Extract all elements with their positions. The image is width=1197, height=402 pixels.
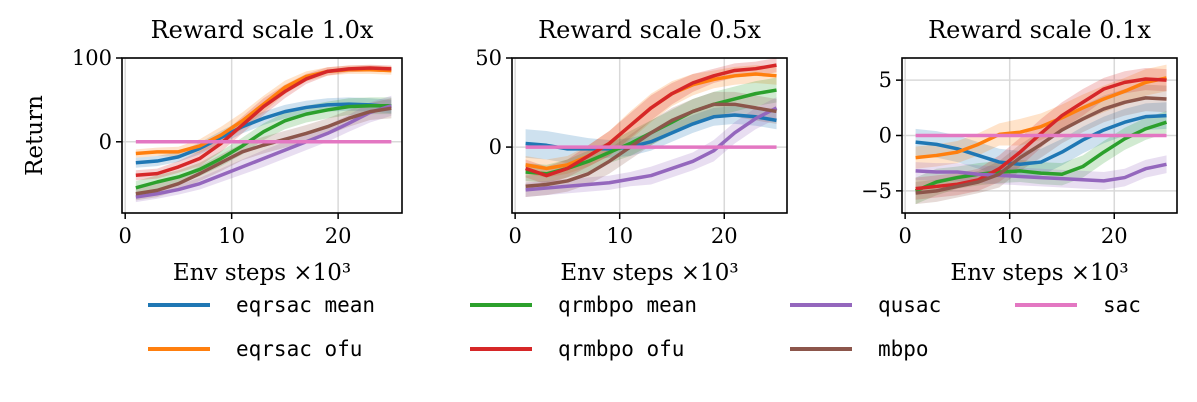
legend-item-eqrsac_ofu: eqrsac ofu bbox=[148, 337, 362, 361]
axes-frame bbox=[121, 57, 403, 214]
series-line-qusac bbox=[525, 106, 778, 192]
series-line-qusac bbox=[915, 162, 1167, 183]
legend-item-sac: sac bbox=[1015, 293, 1141, 317]
band-eqrsac_mean bbox=[915, 102, 1167, 178]
legend-label: qrmbpo mean bbox=[558, 293, 697, 317]
axes-frame bbox=[511, 57, 788, 214]
series-line-mbpo bbox=[915, 96, 1167, 195]
plot-area bbox=[135, 64, 392, 203]
series-line-eqrsac_mean bbox=[135, 102, 392, 165]
series-line-mbpo bbox=[135, 106, 392, 196]
y-tick-label: 50 bbox=[475, 46, 502, 70]
legend-item-qrmbpo_ofu: qrmbpo ofu bbox=[470, 337, 684, 361]
legend: eqrsac mean qrmbpo mean qusac sac eqrsac ofu… bbox=[148, 293, 1141, 361]
panel-title: Reward scale 0.1x bbox=[928, 16, 1151, 44]
series-line-qrmbpo_ofu bbox=[915, 77, 1167, 191]
y-tick-label: −5 bbox=[861, 179, 892, 203]
legend-label: qusac bbox=[878, 293, 941, 317]
y-tick-label: 0 bbox=[99, 130, 112, 154]
y-axis-label: Return bbox=[22, 95, 48, 176]
legend-item-qusac: qusac bbox=[790, 293, 941, 317]
legend-item-eqrsac_mean: eqrsac mean bbox=[148, 293, 375, 317]
x-tick-label: 0 bbox=[508, 224, 521, 248]
x-tick-label: 20 bbox=[711, 224, 738, 248]
series-line-qrmbpo_mean bbox=[135, 104, 392, 190]
series-line-qrmbpo_ofu bbox=[135, 66, 392, 178]
series-line-qusac bbox=[135, 104, 392, 199]
x-tick-label: 20 bbox=[1101, 224, 1128, 248]
x-tick-label: 10 bbox=[996, 224, 1023, 248]
y-tick-label: 0 bbox=[489, 135, 502, 159]
legend-item-mbpo: mbpo bbox=[790, 337, 929, 361]
series-line-eqrsac_mean bbox=[915, 113, 1167, 167]
panel-title: Reward scale 0.5x bbox=[538, 16, 761, 44]
x-axis-label: Env steps ×10³ bbox=[173, 260, 351, 286]
x-tick-label: 20 bbox=[325, 224, 352, 248]
panel-title: Reward scale 1.0x bbox=[151, 16, 374, 44]
plot-area bbox=[914, 64, 1168, 205]
band-eqrsac_ofu bbox=[135, 65, 392, 158]
legend-label: eqrsac ofu bbox=[236, 337, 362, 361]
plot-area bbox=[525, 58, 778, 197]
series-line-eqrsac_ofu bbox=[915, 76, 1167, 160]
series-line-qrmbpo_mean bbox=[914, 120, 1168, 193]
x-tick-label: 0 bbox=[898, 224, 911, 248]
x-tick-label: 10 bbox=[606, 224, 633, 248]
series-line-mbpo bbox=[525, 102, 777, 189]
x-axis-label: Env steps ×10³ bbox=[950, 260, 1128, 286]
legend-item-qrmbpo_mean: qrmbpo mean bbox=[470, 293, 697, 317]
legend-label: sac bbox=[1103, 293, 1141, 317]
legend-label: qrmbpo ofu bbox=[558, 337, 684, 361]
series-line-eqrsac_mean bbox=[525, 113, 777, 151]
band-qrmbpo_ofu bbox=[525, 58, 777, 185]
band-qrmbpo_ofu bbox=[135, 64, 392, 181]
x-tick-label: 10 bbox=[218, 224, 245, 248]
panel-2: 0 10 20 0 50 Reward scale 0.5x Env steps ×10³ bbox=[475, 16, 788, 286]
x-tick-label: 0 bbox=[119, 224, 132, 248]
panel-1: 0 10 20 0 100 Reward scale 1.0x Env steps ×10³… bbox=[22, 16, 403, 286]
x-axis-label: Env steps ×10³ bbox=[560, 260, 738, 286]
y-tick-label: 0 bbox=[879, 124, 892, 148]
legend-label: mbpo bbox=[878, 337, 929, 361]
y-tick-label: 5 bbox=[879, 68, 892, 92]
band-mbpo bbox=[525, 91, 777, 197]
series-line-qrmbpo_ofu bbox=[525, 63, 777, 178]
legend-label: eqrsac mean bbox=[236, 293, 375, 317]
y-tick-label: 100 bbox=[72, 46, 112, 70]
